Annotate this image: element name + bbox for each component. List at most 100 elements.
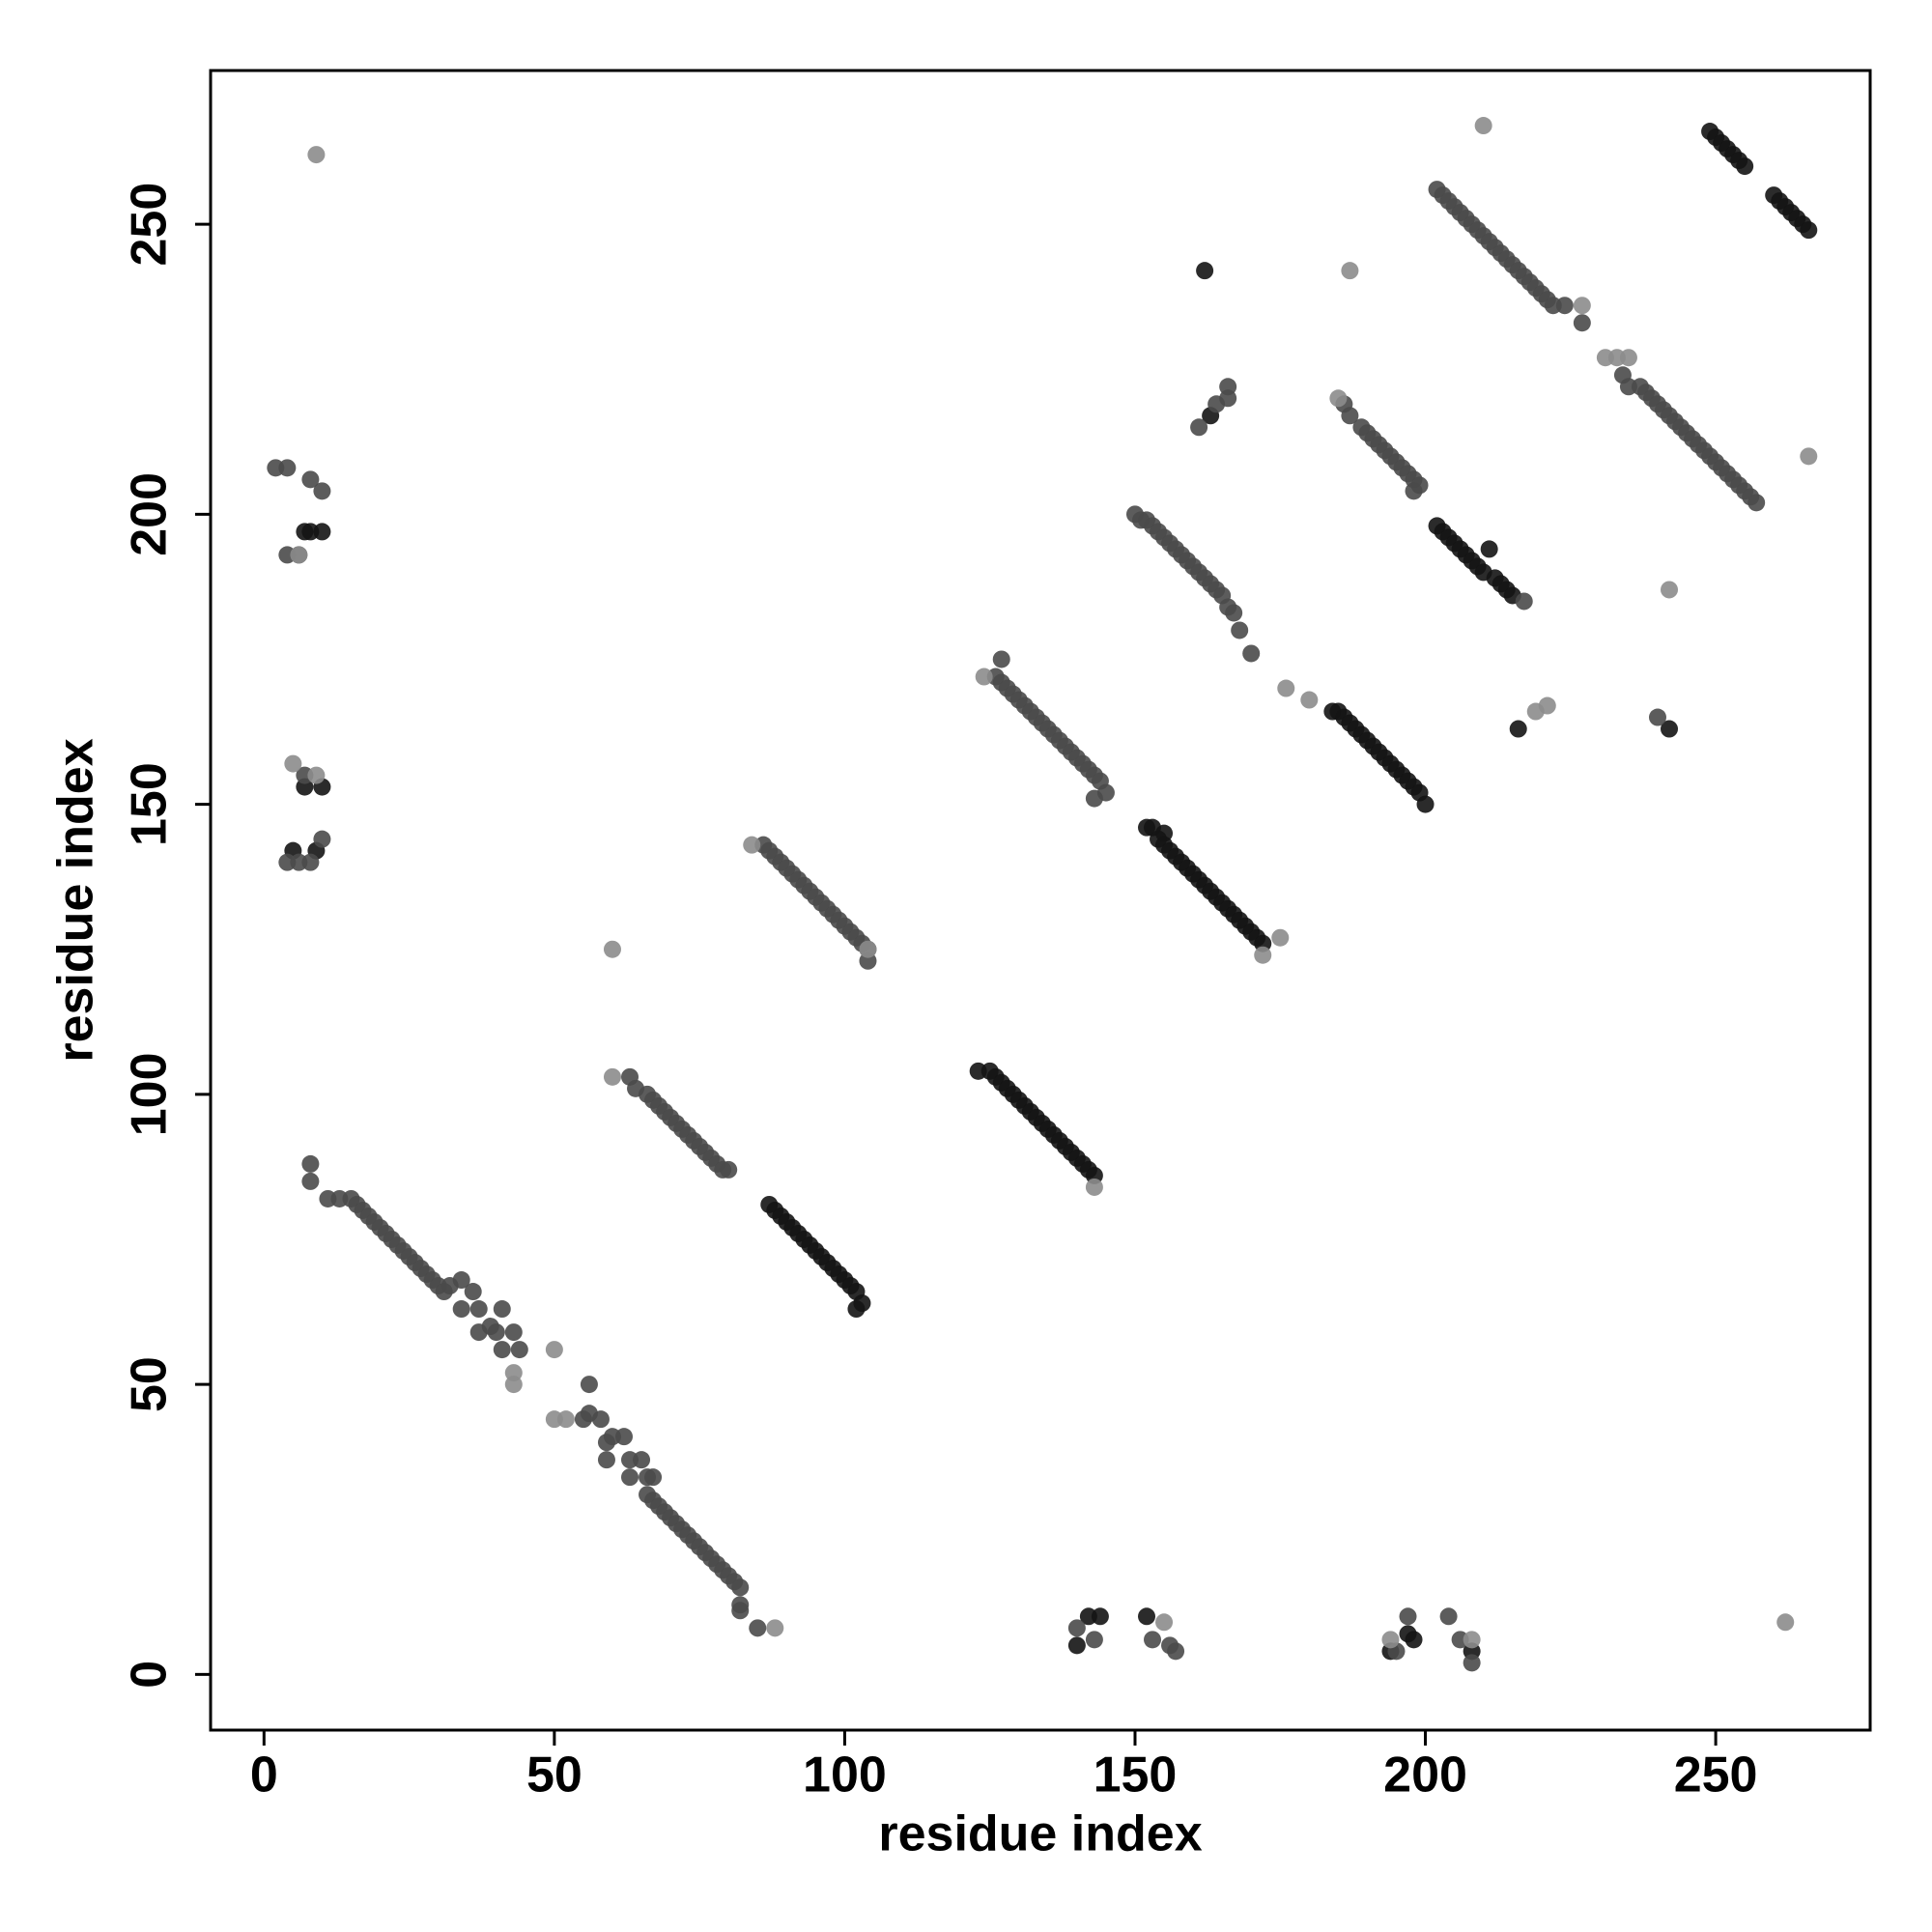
point [1329,389,1348,408]
point [1661,581,1679,599]
point [1509,720,1527,738]
point [1661,720,1679,738]
point [301,470,320,489]
point [1747,494,1766,512]
point [556,1410,575,1429]
point [1399,1607,1417,1626]
point [493,1300,511,1319]
point [1538,696,1556,715]
point [992,650,1010,668]
point [1341,407,1359,425]
point [853,1294,871,1313]
point [1474,117,1492,135]
point [301,853,320,871]
point [1776,1613,1795,1632]
x-tick-label: 100 [803,1747,887,1804]
y-tick-label: 150 [122,762,178,846]
point [1085,789,1103,808]
x-tick-label: 50 [526,1747,582,1804]
point [1800,221,1818,240]
point [469,1300,488,1319]
point [591,1410,610,1429]
point [278,459,297,477]
x-tick-label: 0 [250,1747,278,1804]
y-tick-label: 200 [122,472,178,556]
y-tick-label: 250 [122,183,178,267]
y-tick-label: 0 [122,1661,178,1689]
y-axis-label: residue index [48,738,104,1062]
point [452,1300,470,1319]
point [1271,928,1290,947]
point [1573,314,1591,332]
point [621,1468,639,1487]
point [313,482,331,500]
point [859,940,877,958]
point [1800,447,1818,466]
point [493,1341,511,1359]
point [1619,349,1637,367]
point [633,1451,651,1469]
point [1225,604,1243,622]
point [301,1154,320,1173]
point [1381,1631,1400,1649]
point [1648,708,1666,726]
point [1231,621,1249,639]
point [1138,1607,1156,1626]
point [290,546,308,564]
point [1277,679,1295,697]
point [731,1602,750,1620]
point [1405,482,1423,500]
point [1480,540,1498,558]
point [1085,1631,1103,1649]
plot-frame [209,69,1872,1732]
point [1416,795,1435,813]
point [504,1323,523,1342]
point [545,1341,563,1359]
x-axis-label: residue index [878,1806,1202,1862]
x-tick-label: 200 [1383,1747,1467,1804]
point [313,830,331,848]
point [766,1619,784,1637]
y-tick-label: 100 [122,1052,178,1136]
point [731,1578,750,1597]
point [614,1428,633,1446]
x-tick-label: 150 [1094,1747,1178,1804]
point [1254,946,1272,964]
point [313,523,331,541]
point [603,1067,621,1086]
point [301,1172,320,1190]
point [1242,644,1261,663]
point [597,1451,615,1469]
point [452,1271,470,1290]
point [307,146,326,164]
point [749,1619,767,1637]
point [1067,1619,1086,1637]
point [1167,1642,1185,1661]
point [1091,1607,1109,1626]
point [1300,691,1319,709]
point [1439,1607,1458,1626]
point [1463,1654,1481,1672]
point [720,1160,738,1179]
point [1555,297,1574,315]
point [284,754,302,773]
x-tick-label: 250 [1674,1747,1758,1804]
point [975,668,993,686]
point [1196,262,1214,280]
point [1067,1636,1086,1655]
point [487,1323,505,1342]
point [1515,592,1533,611]
point [1190,418,1208,437]
point [1736,157,1754,176]
y-tick-label: 50 [122,1356,178,1412]
point [510,1341,528,1359]
point [1463,1631,1481,1649]
point [603,940,621,958]
point [504,1376,523,1394]
point [743,836,761,854]
point [644,1468,663,1487]
point [1573,297,1591,315]
point [307,766,326,784]
point [1405,1631,1423,1649]
